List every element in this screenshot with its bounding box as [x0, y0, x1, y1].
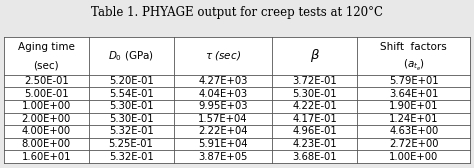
Text: 1.00E+00: 1.00E+00 [389, 152, 438, 162]
Text: 4.17E-01: 4.17E-01 [292, 114, 337, 124]
Text: Table 1. PHYAGE output for creep tests at 120°C: Table 1. PHYAGE output for creep tests a… [91, 6, 383, 19]
Text: 4.96E-01: 4.96E-01 [292, 127, 337, 136]
Text: 2.50E-01: 2.50E-01 [24, 76, 69, 86]
Text: 2.00E+00: 2.00E+00 [22, 114, 71, 124]
Text: 5.30E-01: 5.30E-01 [292, 89, 337, 99]
Bar [4, 37, 470, 163]
Text: $\tau$ (sec): $\tau$ (sec) [205, 49, 241, 62]
Text: 5.20E-01: 5.20E-01 [109, 76, 154, 86]
Text: 1.24E+01: 1.24E+01 [389, 114, 438, 124]
Text: 4.27E+03: 4.27E+03 [198, 76, 248, 86]
Text: $D_0$ (GPa): $D_0$ (GPa) [108, 49, 154, 63]
Text: 4.00E+00: 4.00E+00 [22, 127, 71, 136]
Text: 5.32E-01: 5.32E-01 [109, 152, 154, 162]
Text: 5.32E-01: 5.32E-01 [109, 127, 154, 136]
Text: 3.87E+05: 3.87E+05 [198, 152, 248, 162]
Text: 8.00E+00: 8.00E+00 [22, 139, 71, 149]
Text: 5.91E+04: 5.91E+04 [198, 139, 248, 149]
Text: 4.04E+03: 4.04E+03 [199, 89, 247, 99]
Text: 1.57E+04: 1.57E+04 [198, 114, 248, 124]
Text: 9.95E+03: 9.95E+03 [198, 101, 248, 111]
Text: 3.68E-01: 3.68E-01 [292, 152, 337, 162]
Text: 5.00E-01: 5.00E-01 [24, 89, 69, 99]
Text: 4.23E-01: 4.23E-01 [292, 139, 337, 149]
Text: 1.00E+00: 1.00E+00 [22, 101, 71, 111]
Text: 2.22E+04: 2.22E+04 [198, 127, 248, 136]
Text: 1.60E+01: 1.60E+01 [21, 152, 71, 162]
Text: Aging time: Aging time [18, 42, 75, 52]
Text: 5.30E-01: 5.30E-01 [109, 101, 154, 111]
Text: Shift  factors: Shift factors [381, 42, 447, 52]
Text: $\beta$: $\beta$ [310, 47, 320, 64]
Text: 4.22E-01: 4.22E-01 [292, 101, 337, 111]
Text: 3.72E-01: 3.72E-01 [292, 76, 337, 86]
Text: 5.30E-01: 5.30E-01 [109, 114, 154, 124]
Text: 5.79E+01: 5.79E+01 [389, 76, 438, 86]
Text: 1.90E+01: 1.90E+01 [389, 101, 438, 111]
Text: $(a_{t_e})$: $(a_{t_e})$ [403, 58, 425, 73]
Text: 5.25E-01: 5.25E-01 [109, 139, 154, 149]
Text: 5.54E-01: 5.54E-01 [109, 89, 154, 99]
Text: 3.64E+01: 3.64E+01 [389, 89, 438, 99]
Text: 2.72E+00: 2.72E+00 [389, 139, 438, 149]
Text: (sec): (sec) [34, 60, 59, 70]
Text: 4.63E+00: 4.63E+00 [389, 127, 438, 136]
